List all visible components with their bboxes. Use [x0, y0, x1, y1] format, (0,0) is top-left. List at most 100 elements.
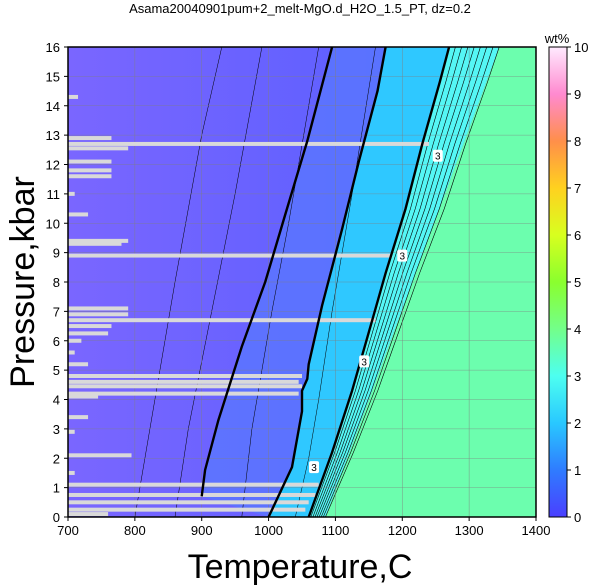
- y-tick-label: 1: [53, 481, 60, 496]
- no-data-row: [68, 174, 112, 179]
- thin-contour: [323, 47, 494, 517]
- no-data-row: [68, 362, 89, 367]
- colorbar-tick-label: 5: [574, 275, 581, 290]
- colorbar-tick-label: 1: [574, 463, 581, 478]
- no-data-row: [68, 415, 89, 420]
- no-data-row: [68, 168, 112, 173]
- y-tick-label: 6: [53, 334, 60, 349]
- y-axis-label: Pressure,kbar: [4, 176, 42, 388]
- thin-contour: [241, 47, 319, 517]
- bold-contour-c2: [267, 47, 387, 517]
- x-tick-label: 1400: [522, 523, 551, 538]
- y-tick-label: 4: [53, 393, 60, 408]
- colorbar-tick-label: 7: [574, 181, 581, 196]
- no-data-row: [68, 318, 376, 323]
- y-tick-label: 10: [46, 216, 60, 231]
- no-data-row: [68, 141, 430, 146]
- contour-label-bg: [397, 249, 408, 262]
- no-data-row: [68, 146, 129, 151]
- contour-label: 3: [400, 252, 406, 263]
- contour-label: 3: [361, 357, 367, 368]
- y-tick-label: 8: [53, 275, 60, 290]
- no-data-row: [68, 470, 75, 475]
- x-axis-ticks: 700 800 900 1000 1100 1200 1300 1400: [57, 517, 550, 538]
- bold-contour-c1: [200, 47, 334, 497]
- no-data-row: [68, 507, 306, 512]
- grid: [68, 47, 536, 517]
- x-tick-label: 1300: [455, 523, 484, 538]
- no-data-row: [68, 374, 302, 378]
- thin-contour: [320, 47, 487, 517]
- no-data-row: [68, 391, 299, 396]
- x-tick-label: 800: [124, 523, 146, 538]
- no-data-row: [68, 500, 309, 505]
- no-data-row: [68, 136, 112, 141]
- y-tick-label: 11: [47, 187, 61, 202]
- colorbar-tick-label: 8: [574, 134, 581, 149]
- contour-label-bg: [359, 355, 370, 368]
- bold-contour-c3: [307, 47, 451, 517]
- no-data-row: [68, 350, 75, 355]
- x-tick-label: 1200: [388, 523, 417, 538]
- x-axis-label: Temperature,C: [188, 548, 413, 586]
- colorbar-unit: wt%: [544, 31, 570, 46]
- y-tick-label: 9: [53, 246, 60, 261]
- colorbar-tick-label: 0: [574, 510, 581, 525]
- no-data-rows: [68, 94, 430, 517]
- y-tick-label: 15: [46, 69, 60, 84]
- contour-labels: 3 3 3 3: [309, 149, 443, 474]
- no-data-row: [68, 338, 82, 343]
- colorbar-ticks: 0 1 2 3 4 5 6 7 8 9 10: [567, 40, 588, 525]
- thin-contour: [316, 47, 475, 517]
- colorbar-tick-label: 10: [574, 40, 588, 55]
- no-data-row: [68, 482, 319, 487]
- y-tick-label: 5: [53, 363, 60, 378]
- y-tick-label: 12: [46, 158, 60, 173]
- contour-label-bg: [309, 461, 320, 474]
- colorbar: [548, 46, 568, 518]
- no-data-row: [68, 379, 299, 384]
- plot-area: 3 3 3 3: [68, 47, 536, 517]
- no-data-row: [68, 312, 129, 317]
- y-tick-label: 16: [46, 40, 60, 55]
- contour-label: 3: [311, 463, 317, 474]
- colorbar-tick-label: 4: [574, 322, 581, 337]
- colorbar-tick-label: 6: [574, 228, 581, 243]
- y-tick-label: 2: [53, 451, 60, 466]
- x-tick-label: 700: [57, 523, 79, 538]
- no-data-row: [68, 512, 109, 517]
- no-data-row: [68, 241, 122, 246]
- chart-title: Asama20040901pum+2_melt-MgO.d_H2O_1.5_PT…: [129, 1, 471, 16]
- no-data-row: [68, 94, 79, 99]
- no-data-row: [68, 324, 112, 329]
- no-data-row: [68, 238, 129, 243]
- y-tick-label: 3: [53, 422, 60, 437]
- no-data-row: [68, 331, 109, 336]
- contour-label-bg: [432, 149, 443, 162]
- thin-contour: [325, 47, 500, 517]
- y-tick-label: 0: [53, 510, 60, 525]
- no-data-row: [68, 429, 75, 434]
- thin-contour: [312, 47, 462, 517]
- bold-contours: [200, 47, 451, 517]
- contour-label: 3: [435, 152, 441, 163]
- thin-contour: [310, 47, 456, 517]
- y-tick-label: 7: [53, 304, 60, 319]
- no-data-row: [68, 492, 316, 497]
- y-tick-label: 14: [46, 99, 60, 114]
- no-data-row: [68, 306, 129, 311]
- no-data-row: [68, 253, 393, 258]
- x-tick-label: 1100: [321, 523, 349, 538]
- no-data-row: [68, 159, 112, 164]
- no-data-row: [68, 453, 132, 458]
- y-tick-label: 13: [46, 128, 60, 143]
- colorbar-tick-label: 9: [574, 87, 581, 102]
- thin-contour: [318, 47, 481, 517]
- no-data-row: [68, 384, 302, 389]
- thin-contour: [314, 47, 469, 517]
- no-data-row: [68, 394, 99, 399]
- colorbar-tick-label: 3: [574, 369, 581, 384]
- no-data-row: [68, 212, 89, 217]
